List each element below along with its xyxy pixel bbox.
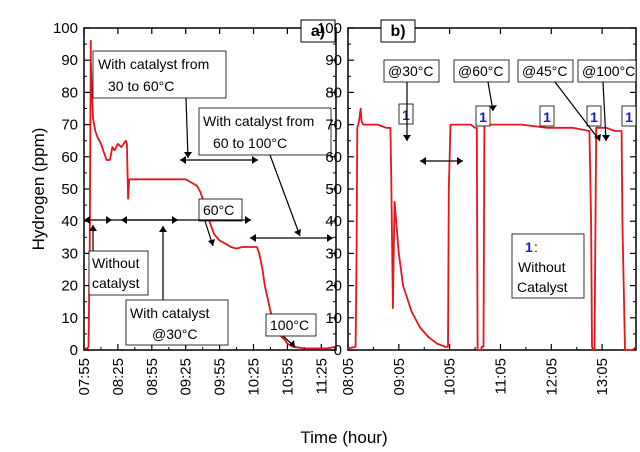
- x-tick-label: 11:05: [492, 358, 509, 394]
- x-tick-label: 10:55: [279, 358, 296, 396]
- legend-number: 1: [525, 239, 533, 255]
- panel-b-x-ticks: 08:05 09:05 10:05 11:05 12:05 13:05: [340, 28, 611, 396]
- annotation-100c: 100°C: [270, 317, 309, 333]
- y-tick-label: 40: [325, 213, 342, 230]
- marker-box-5: [621, 105, 637, 127]
- marker-4: 1: [590, 109, 598, 125]
- x-axis-title: Time (hour): [300, 428, 387, 447]
- marker-3: 1: [543, 109, 551, 125]
- marker-2: 1: [479, 109, 487, 125]
- y-tick-label: 0: [334, 342, 342, 359]
- annotation-b-30c: @30°C: [388, 63, 434, 79]
- x-tick-label: 10:05: [442, 358, 459, 396]
- y-tick-label: 100: [317, 20, 342, 37]
- annotation-box-60-to-100: [198, 107, 332, 156]
- y-tick-label: 20: [61, 278, 78, 295]
- marker-5: 1: [625, 109, 633, 125]
- x-tick-label: 12:05: [543, 358, 560, 396]
- annotation-box-b-60c: [453, 59, 510, 83]
- legend-catalyst: Catalyst: [517, 279, 568, 295]
- marker-1: 1: [402, 107, 410, 123]
- y-tick-label: 80: [61, 84, 78, 101]
- annotation-60-to-100-line2: 60 to 100°C: [213, 135, 287, 151]
- y-tick-label: 100: [53, 20, 78, 37]
- x-tick-label: 09:25: [178, 358, 195, 396]
- annotation-30-to-60-line2: 30 to 60°C: [108, 78, 174, 94]
- annotation-box-b-30c: [383, 59, 440, 83]
- annotation-box-without-catalyst: [88, 250, 149, 296]
- x-tick-label: 10:25: [246, 358, 263, 396]
- marker-box-3: [539, 105, 555, 127]
- panel-b-series-line: [347, 107, 637, 351]
- panel-a-arrowheads: [84, 152, 333, 347]
- annotation-box-60c: [198, 198, 243, 222]
- annotation-60c: 60°C: [203, 202, 234, 218]
- y-axis-title: Hydrogen (ppm): [29, 128, 48, 251]
- legend-box-without-catalyst: [511, 233, 585, 299]
- y-tick-label: 70: [325, 117, 342, 134]
- y-tick-label: 50: [325, 181, 342, 198]
- panel-a-x-ticks: 07:55 08:25 08:55 09:25 09:55 10:25 10:55 11:25: [76, 28, 330, 396]
- marker-box-4: [586, 105, 602, 127]
- marker-box-2: [475, 105, 491, 127]
- panel-a-label-box: [300, 19, 336, 43]
- y-tick-label: 60: [325, 149, 342, 166]
- y-tick-label: 80: [325, 84, 342, 101]
- y-tick-label: 90: [61, 52, 78, 69]
- panel-a-y-ticks: 0 10 20 30 40 50 60 70 80 90 100: [53, 20, 336, 359]
- x-tick-label: 09:05: [391, 358, 408, 396]
- legend-without: Without: [518, 259, 566, 275]
- annotation-b-45c: @45°C: [522, 63, 568, 79]
- annotation-box-b-100c: [577, 59, 637, 83]
- annotation-without-catalyst-line1: Without: [92, 255, 140, 271]
- y-tick-label: 70: [61, 117, 78, 134]
- panel-a-label: a): [311, 23, 325, 40]
- panel-b-y-ticks: 0 10 20 30 40 50 60 70 80 90 100: [317, 20, 636, 359]
- y-tick-label: 60: [61, 149, 78, 166]
- x-tick-label: 09:55: [212, 358, 229, 396]
- panel-b-arrows: [406, 81, 607, 162]
- annotation-30-to-60-line1: With catalyst from: [98, 56, 209, 72]
- annotation-b-100c: @100°C: [582, 63, 635, 79]
- y-tick-label: 10: [325, 310, 342, 327]
- y-tick-label: 50: [61, 181, 78, 198]
- annotation-60-to-100-line1: With catalyst from: [203, 113, 314, 129]
- annotation-box-30-to-60: [92, 50, 227, 99]
- y-tick-label: 20: [325, 278, 342, 295]
- panel-b-arrowheads: [403, 105, 610, 165]
- y-tick-label: 40: [61, 213, 78, 230]
- legend-colon: :: [534, 239, 538, 255]
- x-tick-label: 08:55: [144, 358, 161, 396]
- annotation-catalyst-30-line2: @30°C: [152, 326, 198, 342]
- panel-a-series-line: [84, 40, 337, 350]
- x-tick-label: 07:55: [76, 358, 93, 396]
- x-tick-label: 11:25: [313, 358, 330, 394]
- x-tick-label: 08:05: [340, 358, 357, 396]
- annotation-box-b-45c: [517, 59, 574, 83]
- panel-b-label: b): [390, 23, 405, 40]
- annotation-box-100c: [265, 313, 317, 337]
- x-tick-label: 08:25: [110, 358, 127, 396]
- panel-a: 0 10 20 30 40 50 60 70 80 90 100 07:55 08:25 08:55 09…: [53, 19, 337, 396]
- annotation-box-catalyst-30: [125, 299, 229, 346]
- x-tick-label: 13:05: [594, 358, 611, 396]
- y-tick-label: 0: [70, 342, 78, 359]
- y-tick-label: 30: [61, 245, 78, 262]
- annotation-catalyst-30-line1: With catalyst: [130, 305, 209, 321]
- annotation-b-60c: @60°C: [458, 63, 504, 79]
- y-tick-label: 10: [61, 310, 78, 327]
- panel-b-label-box: [380, 19, 416, 43]
- y-tick-label: 30: [325, 245, 342, 262]
- y-tick-label: 90: [325, 52, 342, 69]
- annotation-without-catalyst-line2: catalyst: [92, 275, 140, 291]
- marker-box-1: [398, 103, 414, 125]
